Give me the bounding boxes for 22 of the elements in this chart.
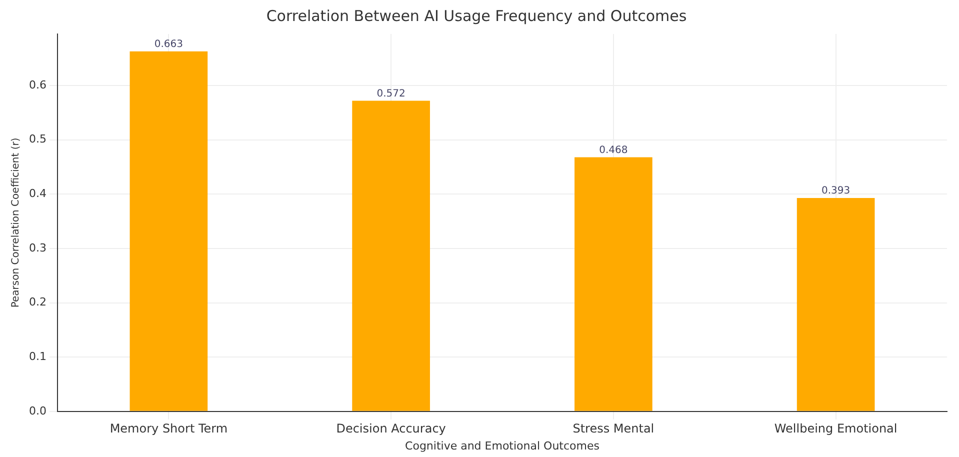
y-tick-label: 0.2 — [28, 296, 46, 309]
chart-title: Correlation Between AI Usage Frequency and Outcomes — [266, 6, 687, 25]
x-tick-label: Stress Mental — [572, 422, 654, 436]
data-label: 0.468 — [599, 144, 628, 156]
y-tick-label: 0.5 — [28, 132, 46, 146]
x-axis-title: Cognitive and Emotional Outcomes — [405, 439, 600, 452]
bar — [352, 100, 430, 411]
data-label: 0.572 — [376, 88, 406, 100]
x-tick-label: Wellbeing Emotional — [774, 422, 898, 436]
y-axis-title: Pearson Correlation Coefficient (r) — [10, 138, 22, 308]
y-tick-label: 0.3 — [28, 241, 46, 254]
y-tick-label: 0.1 — [28, 350, 46, 363]
y-tick-label: 0.0 — [28, 404, 46, 418]
bar — [796, 198, 875, 411]
bar — [574, 157, 652, 411]
y-tick-label: 0.6 — [28, 78, 46, 92]
x-tick-label: Memory Short Term — [110, 422, 228, 436]
x-tick-label: Decision Accuracy — [336, 422, 446, 436]
data-label: 0.393 — [821, 186, 850, 197]
bar — [130, 51, 208, 411]
y-tick-label: 0.4 — [28, 187, 46, 200]
data-label: 0.663 — [154, 38, 183, 50]
